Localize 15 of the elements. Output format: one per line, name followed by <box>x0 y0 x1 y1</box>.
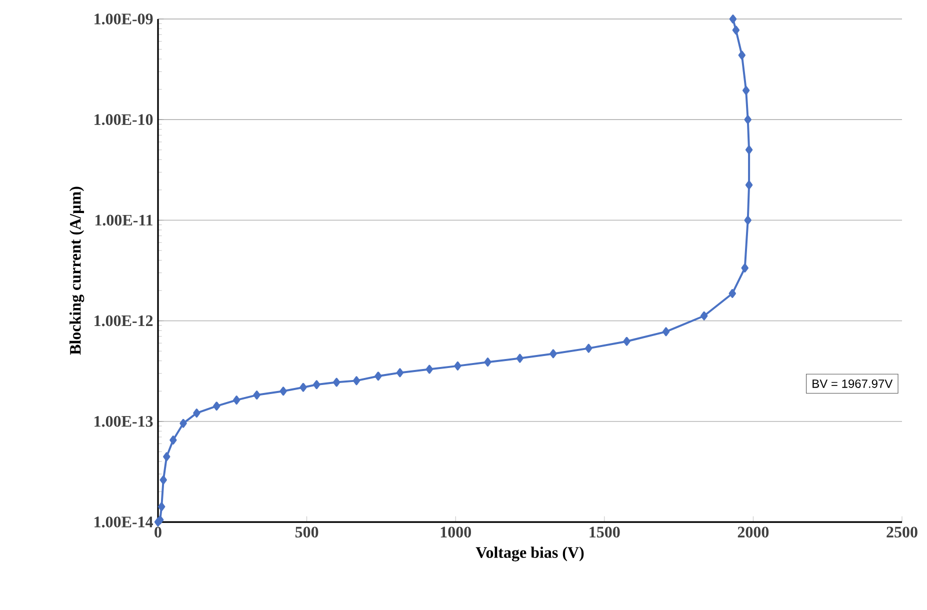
x-axis-title: Voltage bias (V) <box>476 546 584 562</box>
y-tick-label: 1.00E-11 <box>95 214 152 226</box>
x-tick-label: 500 <box>295 526 318 538</box>
y-tick-label: 1.00E-14 <box>94 516 153 528</box>
annotation: BV = 1967.97V <box>812 379 893 388</box>
y-tick-label: 1.00E-13 <box>94 416 153 427</box>
x-tick-label: 1000 <box>440 526 471 538</box>
y-tick-label: 1.00E-12 <box>94 315 153 326</box>
x-tick-label: 0 <box>154 526 162 538</box>
x-tick-label: 2000 <box>738 526 769 538</box>
y-tick-label: 1.00E-10 <box>94 114 153 126</box>
y-tick-label: 1.00E-09 <box>94 14 153 24</box>
x-tick-label: 1500 <box>590 526 620 538</box>
y-axis-title: Blocking current (A/µm) <box>70 186 84 355</box>
x-tick-label: 2500 <box>886 526 918 538</box>
